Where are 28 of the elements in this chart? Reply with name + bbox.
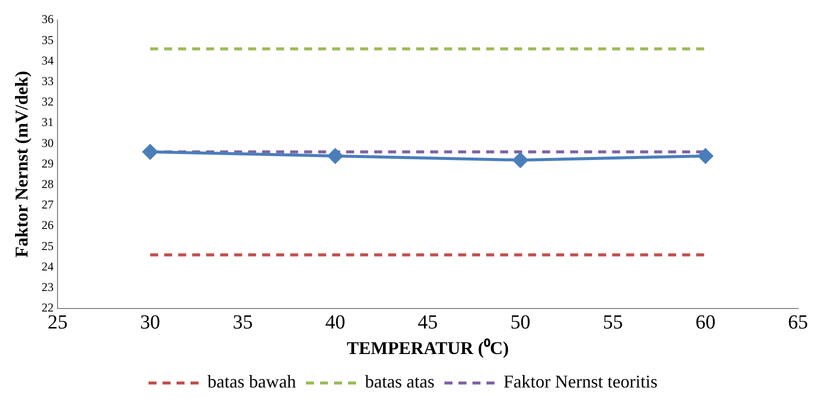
y-tick-label: 35 xyxy=(42,32,54,47)
x-axis-title: TEMPERATUR (⁰C) xyxy=(346,338,509,358)
x-tick-label: 30 xyxy=(140,312,160,334)
legend-label: batas atas xyxy=(365,372,434,392)
y-tick-label: 25 xyxy=(42,238,54,253)
y-tick-label: 23 xyxy=(42,280,54,294)
x-tick-label: 40 xyxy=(325,312,346,334)
y-axis-title: Faktor Nernst (mV/dek) xyxy=(11,70,32,258)
y-tick-label: 27 xyxy=(42,198,54,212)
x-tick-label: 45 xyxy=(418,312,438,334)
y-tick-label: 36 xyxy=(42,12,54,26)
x-tick-label: 35 xyxy=(232,312,253,334)
x-tick-label: 55 xyxy=(602,312,623,334)
y-tick-label: 34 xyxy=(42,53,54,68)
y-tick-label: 33 xyxy=(42,74,54,88)
y-tick-label: 26 xyxy=(42,218,54,232)
x-tick-label: 65 xyxy=(788,312,808,334)
y-tick-label: 31 xyxy=(42,115,54,130)
y-tick-label: 28 xyxy=(42,176,54,191)
x-tick-label: 60 xyxy=(695,312,716,334)
legend-label: Faktor Nernst teoritis xyxy=(503,372,658,392)
x-tick-label: 50 xyxy=(510,312,530,334)
y-tick-label: 24 xyxy=(42,259,54,274)
y-tick-label: 29 xyxy=(42,156,54,170)
y-tick-label: 32 xyxy=(42,94,54,109)
y-tick-label: 22 xyxy=(42,300,54,315)
y-tick-label: 30 xyxy=(42,136,54,150)
legend-label: batas bawah xyxy=(208,372,296,392)
